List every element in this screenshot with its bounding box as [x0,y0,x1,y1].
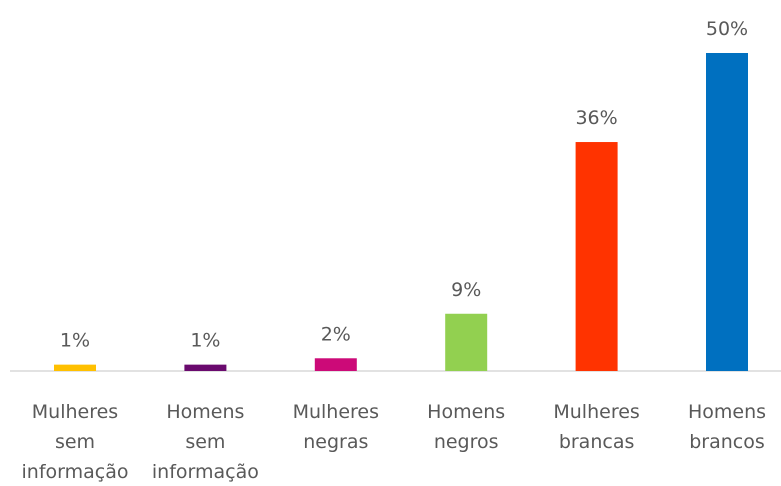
label-line: informação [152,461,259,483]
bar [575,142,618,371]
value-label: 1% [60,330,90,352]
label-line: Mulheres [553,401,639,423]
value-label: 36% [575,107,617,129]
label-line: Homens [166,401,244,423]
bar [184,364,227,371]
x-tick-label: Mulheres negras [293,401,379,453]
label-line: Homens [688,401,766,423]
label-line: sem [185,431,225,453]
label-line: brancas [559,431,635,453]
value-label: 1% [190,330,220,352]
value-label: 2% [321,323,351,345]
label-line: negras [303,431,368,453]
x-tick-label: Homens sem informação [152,401,259,483]
value-label: 9% [451,279,481,301]
label-line: Mulheres [293,401,379,423]
x-tick-label: Mulheres sem informação [22,401,129,483]
x-tick-label: Homens brancos [688,401,766,453]
label-line: negros [434,431,499,453]
bar [54,364,96,371]
label-line: sem [55,431,95,453]
x-tick-label: Mulheres brancas [553,401,639,453]
bar [706,53,748,371]
label-line: informação [22,461,129,483]
label-line: Mulheres [32,401,118,423]
label-line: Homens [427,401,505,423]
bar [314,358,357,371]
bar [445,313,488,371]
x-tick-label: Homens negros [427,401,505,453]
label-line: brancos [689,431,765,453]
value-label: 50% [706,18,748,40]
